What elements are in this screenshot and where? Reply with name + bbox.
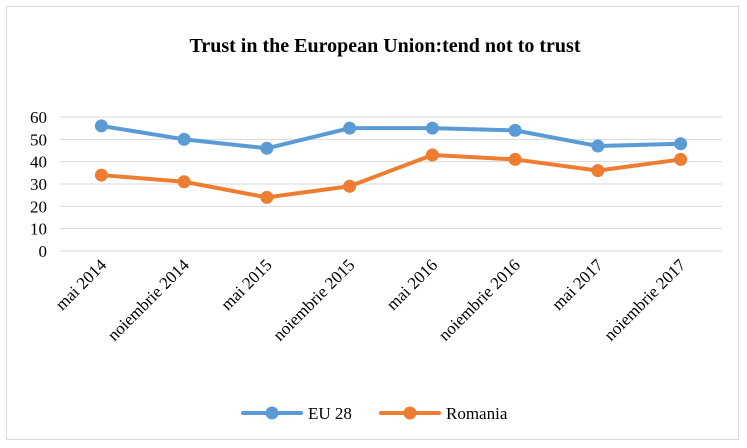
data-point xyxy=(508,152,522,166)
data-point xyxy=(591,139,605,153)
data-point xyxy=(591,164,605,178)
data-point xyxy=(94,119,108,133)
data-point xyxy=(674,137,688,151)
data-point xyxy=(260,141,274,155)
data-point xyxy=(343,121,357,135)
series-1 xyxy=(94,119,688,155)
data-point xyxy=(177,175,191,189)
x-tick-label: mai 2015 xyxy=(217,255,276,314)
data-point xyxy=(260,190,274,204)
gridlines xyxy=(60,116,722,252)
legend: EU 28 Romania xyxy=(241,404,508,423)
y-tick-label: 0 xyxy=(39,242,48,261)
x-tick-label: noiembrie 2016 xyxy=(435,255,524,344)
series-layer xyxy=(94,119,688,204)
x-tick-label: noiembrie 2014 xyxy=(104,255,194,345)
legend-label: EU 28 xyxy=(308,404,352,423)
data-point xyxy=(177,132,191,146)
data-point xyxy=(425,148,439,162)
data-point xyxy=(343,179,357,193)
x-tick-label: mai 2016 xyxy=(383,255,442,314)
y-tick-label: 40 xyxy=(30,153,47,172)
data-point xyxy=(508,123,522,137)
y-axis-ticks: 0 10 20 30 40 50 60 xyxy=(30,108,47,261)
data-point xyxy=(425,121,439,135)
legend-marker xyxy=(265,406,279,420)
data-point xyxy=(674,152,688,166)
y-tick-label: 10 xyxy=(30,220,47,239)
chart-title: Trust in the European Union:tend not to … xyxy=(190,35,581,57)
series-2 xyxy=(94,148,688,204)
legend-item: Romania xyxy=(379,404,508,423)
y-tick-label: 20 xyxy=(30,197,47,216)
series-line xyxy=(99,123,683,151)
x-tick-label: noiembrie 2015 xyxy=(269,255,358,344)
legend-marker xyxy=(403,406,417,420)
x-tick-label: noiembrie 2017 xyxy=(600,255,690,345)
data-point xyxy=(94,168,108,182)
y-tick-label: 60 xyxy=(30,108,47,127)
x-tick-label: mai 2014 xyxy=(52,255,111,314)
legend-label: Romania xyxy=(446,404,508,423)
y-tick-label: 30 xyxy=(30,175,47,194)
legend-item: EU 28 xyxy=(241,404,352,423)
series-line xyxy=(99,152,683,200)
y-tick-label: 50 xyxy=(30,130,47,149)
chart-frame xyxy=(6,6,739,440)
x-tick-label: mai 2017 xyxy=(548,255,607,314)
